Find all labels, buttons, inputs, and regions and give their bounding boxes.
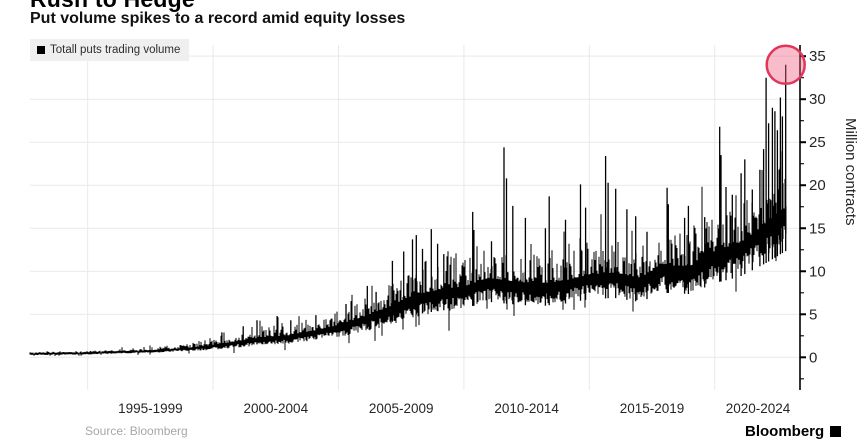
x-tick-label: 2000-2004 [244,401,309,416]
y-tick-label: 0 [809,349,817,366]
x-tick-label: 2005-2009 [369,401,434,416]
record-highlight-circle [765,44,806,86]
chart-plot-area: 0 5 10 15 20 25 30 35 Million contracts 1995-1999… [29,44,859,416]
y-tick-label: 10 [809,263,826,280]
bloomberg-watermark-text: Bloomberg [745,423,825,440]
x-tick-label: 2010-2014 [494,401,559,416]
legend-swatch-icon [37,46,45,54]
bloomberg-logo-square-icon [830,426,842,437]
y-tick-label: 30 [809,91,826,108]
x-tick-label: 2020-2024 [726,401,791,416]
legend-label: Totall puts trading volume [50,44,181,56]
y-tick-label: 15 [809,220,826,237]
y-axis-title: Million contracts [842,118,859,226]
chart-title: Rush to Hedge [30,0,195,13]
y-tick-label: 20 [809,177,826,194]
legend: Totall puts trading volume [30,39,190,61]
bloomberg-watermark: Bloomberg [745,423,842,440]
y-tick-label: 35 [809,48,826,65]
x-tick-label: 2015-2019 [620,401,685,416]
bloomberg-chart: 0 5 10 15 20 25 30 35 Million contracts 1995-1999… [29,0,859,440]
source-note: Source: Bloomberg [85,424,188,438]
y-tick-label: 25 [809,134,826,151]
y-tick-label: 5 [809,306,817,323]
chart-subtitle: Put volume spikes to a record amid equit… [30,10,406,27]
series-spikes [221,64,787,348]
series-put-volume [29,151,787,356]
x-tick-label: 1995-1999 [118,401,183,416]
